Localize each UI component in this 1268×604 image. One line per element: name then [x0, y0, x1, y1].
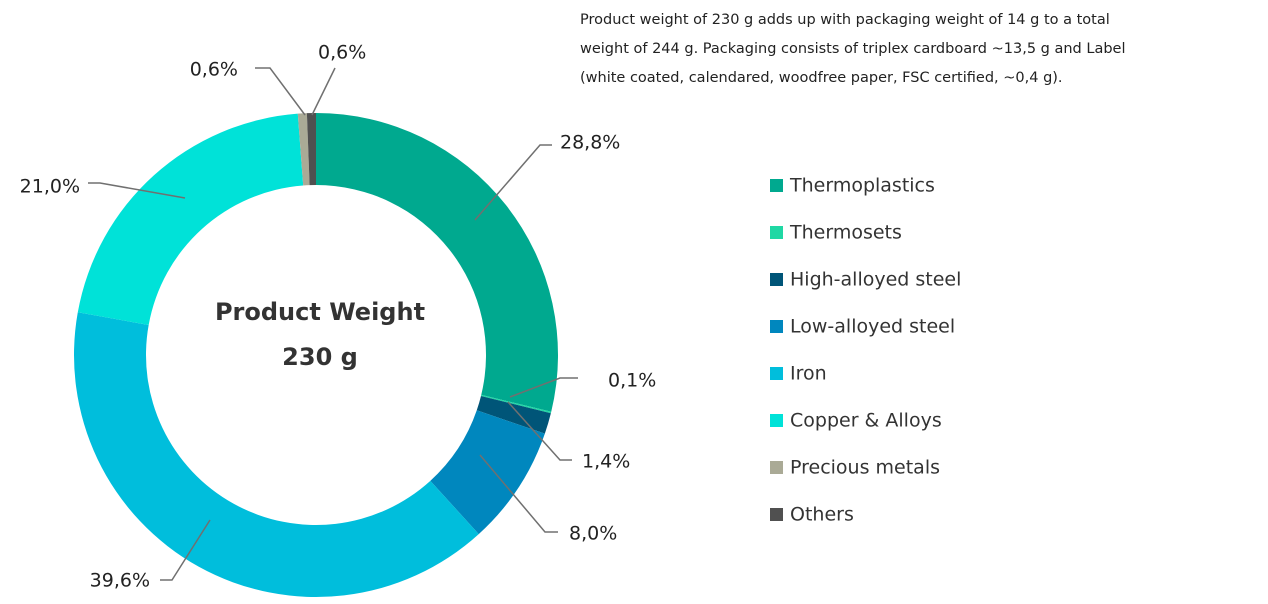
legend-swatch: [770, 273, 783, 286]
donut-segment: [316, 113, 558, 412]
center-label: Product Weight: [215, 298, 425, 326]
leader-line: [311, 67, 336, 116]
leader-line: [160, 519, 211, 581]
data-label: 0,1%: [608, 370, 656, 392]
legend-label: Precious metals: [790, 457, 940, 479]
donut-segment: [306, 113, 316, 186]
donut-segment: [74, 312, 479, 597]
note-text: Product weight of 230 g adds up with pac…: [580, 12, 1110, 28]
legend-swatch: [770, 414, 783, 427]
legend-label: High-alloyed steel: [790, 269, 961, 291]
note-text: (white coated, calendared, woodfree pape…: [580, 70, 1063, 86]
donut-segment: [297, 113, 310, 186]
data-label: 28,8%: [560, 132, 620, 154]
leader-line: [88, 182, 186, 199]
legend-label: Others: [790, 504, 854, 526]
data-label: 0,6%: [190, 59, 238, 81]
leader-line: [509, 377, 578, 398]
legend-swatch: [770, 320, 783, 333]
data-label: 0,6%: [318, 42, 366, 64]
legend-label: Thermoplastics: [789, 175, 935, 197]
data-label: 1,4%: [582, 451, 630, 473]
leader-line: [507, 401, 572, 461]
data-label: 21,0%: [20, 176, 80, 198]
donut-segment: [430, 410, 545, 535]
legend-label: Iron: [790, 363, 827, 385]
leader-line: [474, 144, 552, 221]
legend-swatch: [770, 179, 783, 192]
legend-swatch: [770, 508, 783, 521]
leader-line: [479, 454, 558, 533]
donut-segment: [480, 394, 552, 414]
leader-line: [255, 67, 306, 116]
data-label: 39,6%: [90, 570, 150, 592]
legend-label: Thermosets: [789, 222, 902, 244]
legend-swatch: [770, 461, 783, 474]
center-label: 230 g: [282, 343, 358, 371]
legend-label: Low-alloyed steel: [790, 316, 955, 338]
legend-label: Copper & Alloys: [790, 410, 942, 432]
legend-swatch: [770, 226, 783, 239]
note-text: weight of 244 g. Packaging consists of t…: [580, 41, 1126, 57]
donut-segment: [77, 113, 304, 326]
data-label: 8,0%: [569, 523, 617, 545]
donut-segment: [476, 395, 551, 434]
legend-swatch: [770, 367, 783, 380]
